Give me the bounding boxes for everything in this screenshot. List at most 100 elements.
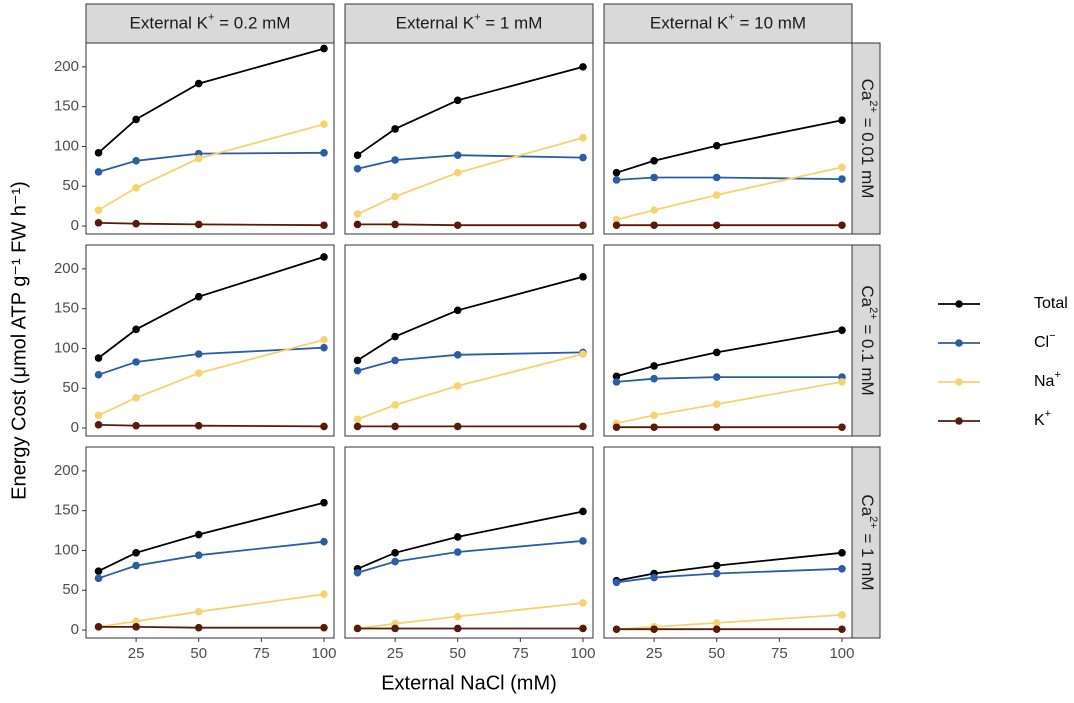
row-strip-label-group-0: Ca2+ = 0.01 mM bbox=[858, 79, 880, 199]
data-point-na-1-2-2 bbox=[712, 400, 721, 408]
legend-label-total: Total bbox=[1034, 295, 1068, 312]
data-point-cl-2-2-0 bbox=[612, 578, 621, 587]
data-point-na-0-1-0 bbox=[353, 210, 362, 218]
data-point-total-1-2-0 bbox=[612, 372, 621, 381]
data-point-k-2-0-3 bbox=[320, 623, 328, 632]
series-line-na-2-2 bbox=[616, 614, 843, 631]
series-line-na-0-0 bbox=[98, 123, 325, 211]
row-strip-label-group-2: Ca2+ = 1 mM bbox=[858, 494, 880, 590]
data-point-k-2-1-2 bbox=[453, 624, 462, 633]
x-tick-label-0-75: 75 bbox=[253, 645, 270, 662]
data-point-cl-2-1-3 bbox=[579, 537, 587, 545]
data-point-na-0-0-1 bbox=[132, 184, 140, 192]
data-point-cl-1-2-0 bbox=[612, 378, 621, 386]
data-point-k-2-1-0 bbox=[353, 624, 362, 633]
data-point-k-1-1-1 bbox=[391, 422, 399, 431]
data-point-cl-0-2-3 bbox=[838, 175, 846, 183]
data-point-k-0-1-0 bbox=[353, 220, 362, 229]
data-point-total-0-2-2 bbox=[712, 141, 721, 150]
data-point-total-1-0-1 bbox=[132, 325, 140, 334]
legend-label-cl-sup: − bbox=[1049, 330, 1055, 342]
series-line-cl-1-2 bbox=[616, 376, 842, 383]
series-line-na-0-2 bbox=[616, 166, 843, 221]
data-point-total-0-1-0 bbox=[353, 151, 362, 160]
series-line-na-1-0 bbox=[98, 338, 325, 417]
column-strip-label-0-main: External K bbox=[130, 14, 209, 33]
series-line-cl-2-0 bbox=[98, 540, 325, 580]
y-tick-label-0-200: 200 bbox=[54, 58, 79, 75]
column-strip-label-0-rest: = 0.2 mM bbox=[214, 14, 290, 33]
data-point-na-0-0-3 bbox=[320, 120, 328, 128]
series-line-total-2-1 bbox=[357, 510, 584, 570]
data-point-k-0-2-2 bbox=[712, 221, 721, 230]
data-point-k-2-2-1 bbox=[650, 625, 658, 634]
data-point-k-2-0-1 bbox=[132, 623, 140, 631]
data-point-k-2-0-0 bbox=[94, 623, 103, 631]
data-point-na-2-0-3 bbox=[320, 590, 328, 599]
data-point-total-1-1-2 bbox=[453, 306, 462, 315]
data-point-cl-0-1-2 bbox=[453, 151, 462, 160]
row-strip-label-0-sup: 2+ bbox=[867, 100, 879, 113]
data-point-k-0-1-2 bbox=[453, 221, 462, 230]
row-strip-label-group-1: Ca2+ = 0.1 mM bbox=[858, 285, 880, 395]
x-tick-label-1-75: 75 bbox=[512, 645, 529, 662]
legend-label-cl-main: Cl bbox=[1034, 334, 1049, 351]
x-tick-label-1-25: 25 bbox=[387, 645, 404, 662]
data-point-total-2-1-2 bbox=[453, 533, 462, 541]
y-tick-label-1-200: 200 bbox=[54, 260, 79, 277]
y-axis-title: Energy Cost (μmol ATP g⁻¹ FW h⁻¹) bbox=[8, 181, 30, 500]
data-point-na-1-2-1 bbox=[650, 411, 658, 420]
y-tick-label-0-150: 150 bbox=[54, 98, 79, 115]
data-point-k-1-2-2 bbox=[712, 423, 721, 432]
x-tick-label-0-50: 50 bbox=[190, 645, 207, 662]
x-tick-label-2-50: 50 bbox=[708, 645, 725, 662]
data-point-k-2-0-2 bbox=[194, 623, 203, 632]
column-strip-label-1: External K+ = 1 mM bbox=[396, 11, 543, 33]
column-strip-label-1-main: External K bbox=[396, 14, 475, 33]
data-point-total-0-0-3 bbox=[320, 44, 328, 53]
data-point-k-1-2-0 bbox=[612, 423, 621, 432]
row-strip-label-1-sup: 2+ bbox=[867, 307, 879, 320]
data-point-k-2-1-1 bbox=[391, 624, 399, 633]
y-tick-label-2-100: 100 bbox=[54, 541, 79, 558]
y-tick-label-1-0: 0 bbox=[71, 419, 79, 436]
data-point-cl-0-0-3 bbox=[320, 149, 328, 157]
row-strip-0 bbox=[851, 42, 881, 235]
legend-label-k-sup: + bbox=[1045, 408, 1051, 420]
row-strip-label-2-sup: 2+ bbox=[867, 516, 879, 529]
y-tick-label-2-150: 150 bbox=[54, 502, 79, 519]
data-point-cl-0-0-1 bbox=[132, 156, 140, 165]
data-point-total-1-1-0 bbox=[353, 356, 362, 365]
data-point-cl-1-2-2 bbox=[712, 373, 721, 381]
y-tick-label-1-100: 100 bbox=[54, 339, 79, 356]
data-point-k-0-0-3 bbox=[320, 221, 328, 230]
data-point-total-1-2-1 bbox=[650, 362, 658, 370]
series-line-k-0-0 bbox=[98, 222, 325, 227]
data-point-total-1-0-0 bbox=[94, 354, 103, 362]
series-line-na-1-2 bbox=[616, 381, 843, 425]
data-point-k-0-0-2 bbox=[194, 220, 203, 229]
data-point-total-2-1-1 bbox=[391, 549, 399, 557]
x-tick-label-2-25: 25 bbox=[646, 645, 663, 662]
legend-label-k-main: K bbox=[1034, 412, 1045, 429]
legend-label-k: K+ bbox=[1034, 408, 1051, 429]
data-point-k-1-0-2 bbox=[194, 421, 203, 430]
series-line-k-2-0 bbox=[98, 626, 324, 629]
data-point-na-1-0-0 bbox=[94, 411, 103, 420]
row-strip-label-2-rest: = 1 mM bbox=[858, 529, 877, 591]
data-point-k-1-0-1 bbox=[132, 421, 140, 430]
series-line-total-2-2 bbox=[616, 551, 843, 582]
x-axis-title: External NaCl (mM) bbox=[381, 672, 557, 694]
data-point-k-0-0-1 bbox=[132, 219, 140, 228]
data-point-na-2-2-2 bbox=[712, 619, 721, 627]
row-strip-label-0-main: Ca bbox=[858, 79, 877, 101]
data-point-total-2-1-3 bbox=[579, 507, 587, 516]
data-point-k-0-2-3 bbox=[838, 221, 846, 230]
data-point-k-0-1-3 bbox=[579, 221, 587, 230]
series-line-k-1-0 bbox=[98, 424, 325, 428]
x-tick-label-0-100: 100 bbox=[311, 645, 336, 662]
data-point-na-0-1-3 bbox=[579, 133, 587, 142]
data-point-k-1-0-0 bbox=[94, 421, 103, 429]
legend-marker-na bbox=[955, 378, 963, 386]
data-point-na-1-1-0 bbox=[353, 415, 362, 424]
